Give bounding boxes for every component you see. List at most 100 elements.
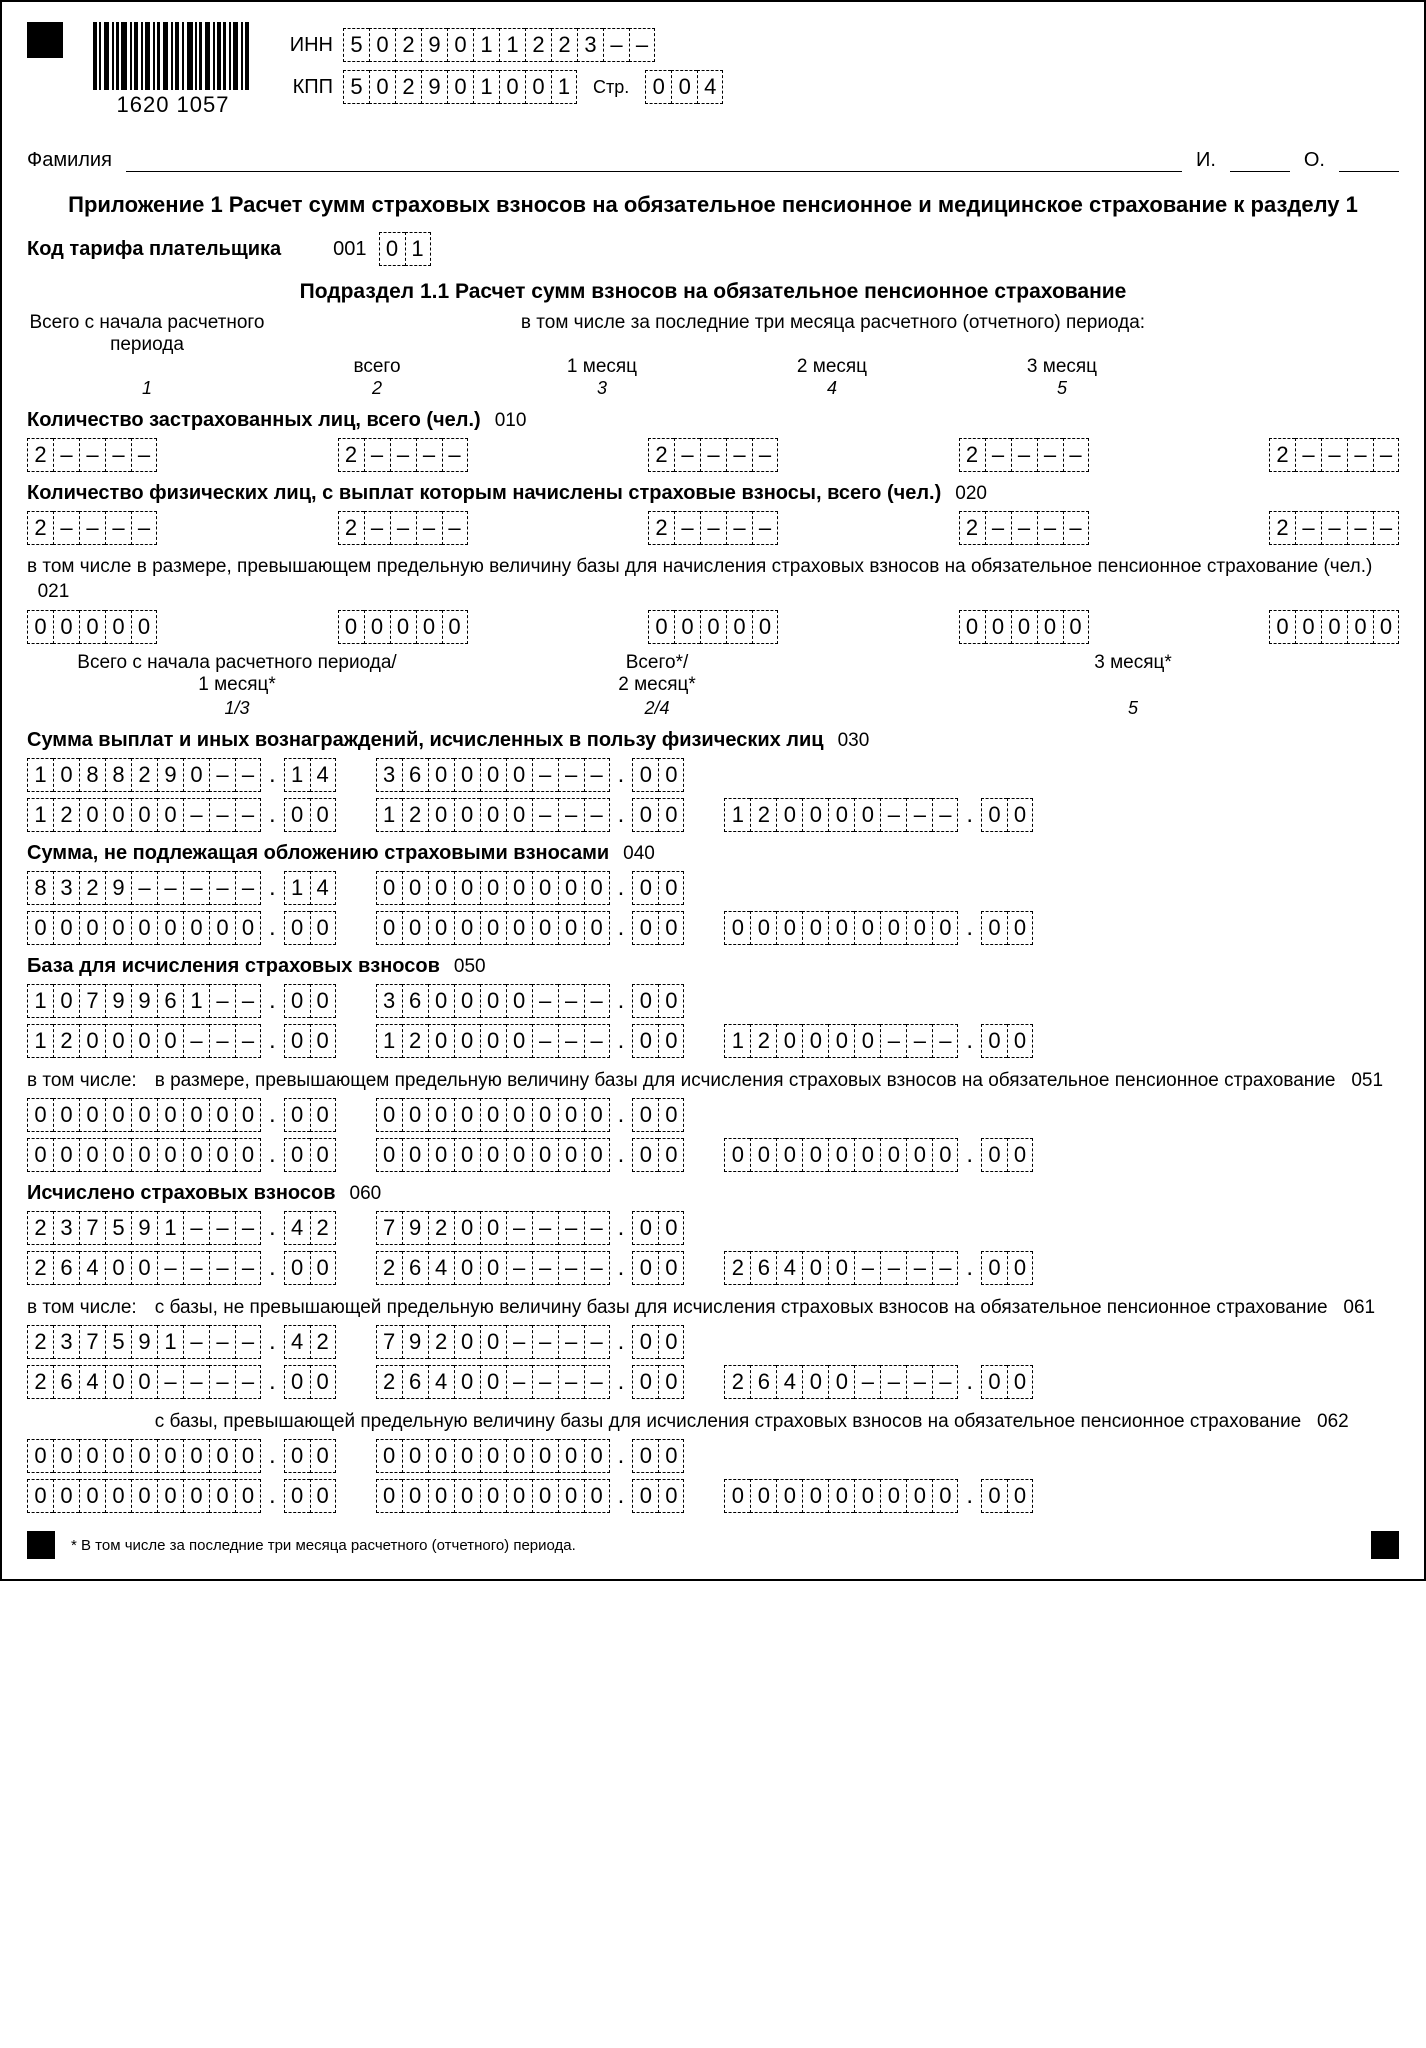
- cell: 0: [532, 1439, 558, 1473]
- line062-label: с базы, превышающей предельную величину …: [155, 1411, 1301, 1432]
- inn-cells: 5029011223––: [343, 28, 655, 62]
- cell: 0: [959, 610, 985, 644]
- cell: 0: [532, 1138, 558, 1172]
- cell: 0: [310, 1439, 336, 1473]
- cell: –: [183, 1325, 209, 1359]
- cell: 0: [284, 1479, 310, 1513]
- cell: 0: [157, 1024, 183, 1058]
- cell: 0: [658, 1098, 684, 1132]
- cell: 0: [284, 984, 310, 1018]
- cell: –: [364, 511, 390, 545]
- cell: 8: [79, 758, 105, 792]
- cell: –: [584, 798, 610, 832]
- cell: 9: [131, 1211, 157, 1245]
- cell: 0: [284, 1138, 310, 1172]
- cell: –: [79, 438, 105, 472]
- cell: 0: [1295, 610, 1321, 644]
- cell: 0: [53, 610, 79, 644]
- cell: 0: [776, 798, 802, 832]
- cell: 0: [428, 911, 454, 945]
- cell: 3: [53, 871, 79, 905]
- initial-o-input[interactable]: [1339, 148, 1399, 172]
- cell: 0: [105, 1479, 131, 1513]
- cell: –: [558, 798, 584, 832]
- cell: 0: [1037, 610, 1063, 644]
- cell: 0: [402, 1098, 428, 1132]
- cell: 0: [284, 1251, 310, 1285]
- line030-code: 030: [838, 730, 870, 752]
- cell: 1: [157, 1211, 183, 1245]
- cell: 0: [1269, 610, 1295, 644]
- cell: 0: [632, 798, 658, 832]
- cell: 2: [131, 758, 157, 792]
- cell: 0: [1007, 1138, 1033, 1172]
- cell: 3: [577, 28, 603, 62]
- cell: 2: [376, 1251, 402, 1285]
- cell: 2: [338, 438, 364, 472]
- cell: 0: [880, 911, 906, 945]
- cell: 1: [157, 1325, 183, 1359]
- cell: 2: [402, 1024, 428, 1058]
- surname-input[interactable]: [126, 148, 1182, 172]
- cell: 0: [506, 1138, 532, 1172]
- line062-code: 062: [1317, 1411, 1349, 1432]
- cell: 0: [480, 1024, 506, 1058]
- cell: –: [209, 1024, 235, 1058]
- cell: 2: [27, 1365, 53, 1399]
- cell: –: [1011, 438, 1037, 472]
- cell: 0: [454, 1138, 480, 1172]
- hdr-num-2: 3: [487, 378, 717, 399]
- cell: 0: [658, 911, 684, 945]
- cell: 9: [105, 871, 131, 905]
- cell: 0: [700, 610, 726, 644]
- cell: –: [209, 1211, 235, 1245]
- cell: 0: [632, 1439, 658, 1473]
- cell: 0: [480, 1251, 506, 1285]
- page-cells: 004: [645, 70, 723, 104]
- hdr-col-3: 3 месяц: [947, 356, 1177, 378]
- cell: 0: [454, 1365, 480, 1399]
- cell: 0: [402, 871, 428, 905]
- cell: 0: [645, 70, 671, 104]
- cell: 0: [480, 911, 506, 945]
- cell: 0: [428, 871, 454, 905]
- cell: 0: [658, 758, 684, 792]
- cell: 1: [27, 758, 53, 792]
- cell: –: [584, 1251, 610, 1285]
- cell: 0: [53, 758, 79, 792]
- cell: 0: [105, 1024, 131, 1058]
- cell: 0: [658, 1251, 684, 1285]
- cell: –: [235, 871, 261, 905]
- line060-code: 060: [350, 1183, 382, 1205]
- cell: –: [183, 1024, 209, 1058]
- cell: 0: [802, 911, 828, 945]
- cell: 0: [454, 1479, 480, 1513]
- cell: –: [752, 438, 778, 472]
- cell: 0: [454, 758, 480, 792]
- cell: 0: [776, 911, 802, 945]
- cell: 0: [632, 1098, 658, 1132]
- cell: –: [584, 1211, 610, 1245]
- cell: –: [416, 511, 442, 545]
- cell: 0: [828, 1138, 854, 1172]
- cell: 4: [428, 1251, 454, 1285]
- cell: 0: [499, 70, 525, 104]
- cell: 0: [532, 1479, 558, 1513]
- barcode: 1620 1057: [93, 22, 253, 118]
- cell: 0: [480, 1211, 506, 1245]
- cell: –: [1347, 438, 1373, 472]
- cell: –: [558, 1325, 584, 1359]
- including-label-061: в том числе:: [27, 1297, 137, 1319]
- cell: 0: [802, 1251, 828, 1285]
- cell: 4: [697, 70, 723, 104]
- cell: 0: [369, 70, 395, 104]
- cell: –: [584, 1024, 610, 1058]
- initial-o-label: О.: [1304, 149, 1325, 172]
- cell: 0: [724, 1138, 750, 1172]
- cell: 0: [310, 798, 336, 832]
- initial-i-input[interactable]: [1230, 148, 1290, 172]
- cell: 0: [27, 911, 53, 945]
- rows-051: 000000000.00000000000.00000000000.000000…: [27, 1098, 1399, 1172]
- cell: 0: [53, 1439, 79, 1473]
- cell: 0: [454, 911, 480, 945]
